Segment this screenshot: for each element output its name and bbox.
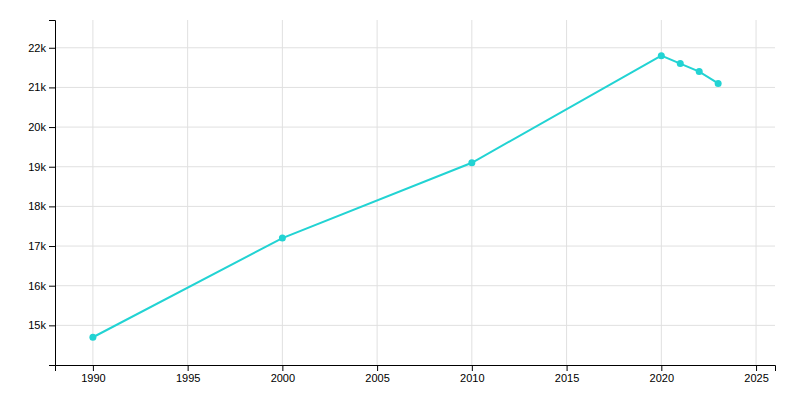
y-tick: 21k	[28, 81, 55, 93]
point	[677, 60, 684, 67]
point	[279, 235, 286, 242]
y-grid-line	[55, 87, 775, 88]
x-grid-line	[92, 20, 93, 365]
y-tick: 18k	[28, 200, 55, 212]
y-tick-mark	[49, 167, 55, 168]
x-tick-mark	[472, 365, 473, 371]
x-tick-mark	[93, 365, 94, 371]
y-tick-mark	[49, 246, 55, 247]
x-tick: 2015	[555, 365, 579, 384]
x-tick-mark	[661, 365, 662, 371]
y-tick-label: 21k	[28, 81, 46, 93]
x-grid-line	[661, 20, 662, 365]
point	[468, 159, 475, 166]
x-tick-mark	[567, 365, 568, 371]
x-tick-label: 2020	[650, 372, 674, 384]
y-tick-mark	[49, 325, 55, 326]
y-tick: 22k	[28, 42, 55, 54]
y-tick-mark	[49, 48, 55, 49]
x-tick-mark	[188, 365, 189, 371]
point	[89, 334, 96, 341]
x-tick-label: 2000	[271, 372, 295, 384]
y-tick-mark	[49, 286, 55, 287]
x-tick-mark	[756, 365, 757, 371]
point	[658, 52, 665, 59]
x-axis: 1990 1995 2000 2005 2010 2015 2020 2025	[56, 365, 776, 384]
y-grid-line	[55, 47, 775, 48]
x-grid-line	[566, 20, 567, 365]
x-tick: 2000	[271, 365, 295, 384]
x-tick-label: 2010	[460, 372, 484, 384]
y-tick-label: 15k	[28, 319, 46, 331]
x-tick: 2010	[460, 365, 484, 384]
x-grid-line	[471, 20, 472, 365]
x-tick: 2025	[744, 365, 768, 384]
y-tick-label: 17k	[28, 240, 46, 252]
x-tick-label: 2025	[744, 372, 768, 384]
y-tick: 17k	[28, 240, 55, 252]
y-tick-label: 22k	[28, 42, 46, 54]
y-axis: 15k 16k 17k 18k 19k 20k 21k 22k	[28, 21, 55, 366]
y-tick: 16k	[28, 280, 55, 292]
point	[715, 80, 722, 87]
x-axis-line	[56, 366, 776, 372]
x-grid-line	[756, 20, 757, 365]
y-tick: 20k	[28, 121, 55, 133]
y-grid-line	[55, 285, 775, 286]
plot-area	[89, 52, 721, 341]
x-grid-line	[377, 20, 378, 365]
y-tick-label: 20k	[28, 121, 46, 133]
x-tick-label: 1990	[81, 372, 105, 384]
x-grid-line	[282, 20, 283, 365]
y-tick-mark	[49, 127, 55, 128]
x-tick: 1995	[176, 365, 200, 384]
y-grid-line	[55, 206, 775, 207]
point	[696, 68, 703, 75]
y-tick: 19k	[28, 161, 55, 173]
line	[93, 56, 718, 338]
y-tick-mark	[49, 206, 55, 207]
y-grid-line	[55, 127, 775, 128]
y-tick-label: 16k	[28, 280, 46, 292]
y-grid-line	[55, 325, 775, 326]
x-tick-mark	[377, 365, 378, 371]
x-tick-label: 1995	[176, 372, 200, 384]
y-grid-line	[55, 246, 775, 247]
y-grid-line	[55, 166, 775, 167]
x-tick-label: 2015	[555, 372, 579, 384]
x-grid-line	[187, 20, 188, 365]
x-tick-label: 2005	[365, 372, 389, 384]
y-axis-line	[49, 21, 56, 366]
x-tick: 2020	[650, 365, 674, 384]
chart: 1990 1995 2000 2005 2010 2015 2020 2025 15k 16k 17…	[0, 0, 800, 400]
y-tick-mark	[49, 87, 55, 88]
x-tick: 2005	[365, 365, 389, 384]
x-tick-mark	[282, 365, 283, 371]
x-tick: 1990	[81, 365, 105, 384]
y-tick: 15k	[28, 319, 55, 331]
y-tick-label: 19k	[28, 161, 46, 173]
y-tick-label: 18k	[28, 200, 46, 212]
grid	[55, 20, 775, 365]
